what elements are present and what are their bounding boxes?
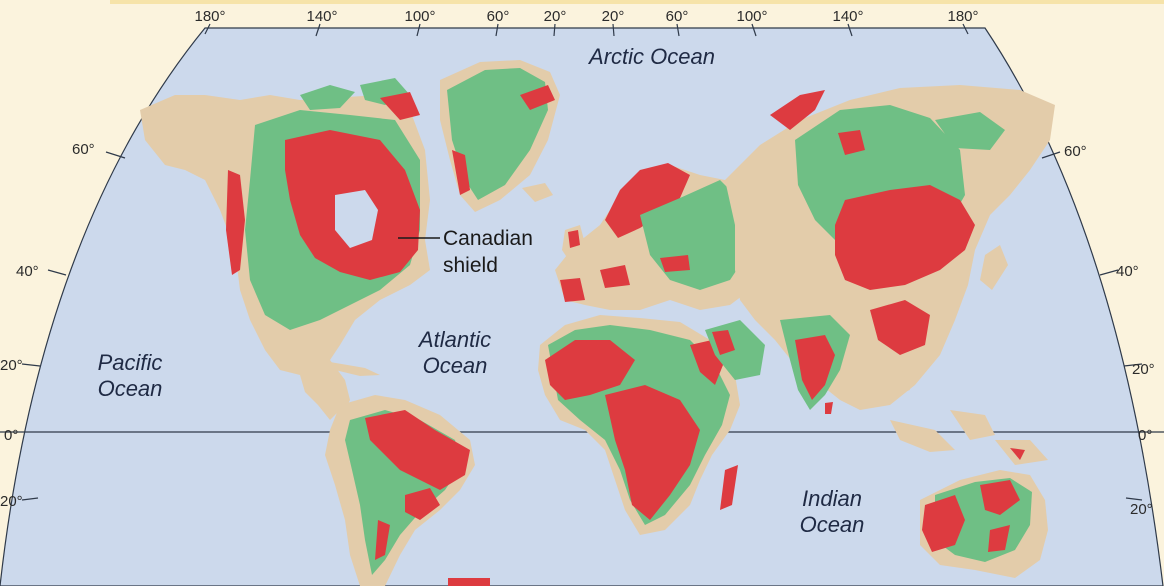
asia-red — [835, 130, 975, 290]
top-band — [110, 0, 1164, 4]
tick-left-m20 — [21, 497, 39, 501]
atlantic-ocean-label-2: Ocean — [423, 353, 488, 378]
tick-left-20 — [21, 363, 41, 367]
greenland-platform — [447, 68, 548, 200]
siberia-red — [770, 90, 825, 130]
south-america-red — [365, 410, 470, 560]
iceland — [522, 183, 553, 202]
british-isles-red — [568, 230, 580, 248]
lon-label-6: 20° — [602, 8, 625, 25]
north-america — [140, 78, 430, 420]
scandinavia-red — [605, 163, 690, 238]
lat-right-60: 60° — [1064, 143, 1087, 160]
arctic-ocean-label: Arctic Ocean — [587, 44, 715, 69]
legend-swatch-red — [448, 578, 490, 586]
lat-right-40: 40° — [1116, 263, 1139, 280]
tick-top-9 — [847, 23, 853, 37]
australia-red — [922, 480, 1020, 552]
lon-label-2: 140° — [306, 8, 337, 25]
lat-left-0: 0° — [4, 427, 18, 444]
lat-left-40: 40° — [16, 263, 39, 280]
lon-label-10: 180° — [947, 8, 978, 25]
tick-top-4 — [495, 23, 499, 37]
tick-right-m20 — [1125, 497, 1143, 501]
south-america — [325, 395, 475, 586]
pacific-ocean-label-2: Ocean — [98, 376, 163, 401]
hudson-bay — [335, 190, 378, 248]
lon-label-3: 100° — [404, 8, 435, 25]
lon-label-5: 20° — [544, 8, 567, 25]
lon-label-7: 60° — [666, 8, 689, 25]
tick-top-3 — [416, 23, 421, 37]
lat-left-20: 20° — [0, 357, 23, 374]
central-america — [300, 375, 340, 420]
europe-red-spots — [560, 255, 690, 302]
tick-top-1 — [204, 23, 211, 35]
africa-red — [545, 340, 725, 520]
arctic-islands — [300, 78, 410, 110]
lat-right-0: 0° — [1138, 427, 1152, 444]
lon-label-9: 140° — [832, 8, 863, 25]
europe — [555, 163, 760, 310]
new-guinea-red — [1010, 448, 1025, 460]
africa — [538, 315, 740, 535]
australia — [920, 470, 1048, 578]
japan — [980, 245, 1008, 290]
tick-top-6 — [612, 23, 615, 37]
india-red — [795, 335, 835, 400]
tick-right-40 — [1099, 269, 1119, 276]
lat-right-m20: 20° — [1130, 501, 1153, 518]
asia — [705, 85, 1055, 465]
longitude-ticks — [204, 23, 969, 37]
southeast-asia-red — [870, 300, 930, 355]
lat-left-m20: 20° — [0, 493, 23, 510]
lon-label-4: 60° — [487, 8, 510, 25]
rockies-red — [226, 170, 245, 275]
tick-top-10 — [962, 23, 969, 35]
indian-ocean-label-1: Indian — [802, 486, 862, 511]
lat-right-20: 20° — [1132, 361, 1155, 378]
tick-left-40 — [47, 269, 67, 276]
sri-lanka — [825, 402, 833, 414]
madagascar — [720, 465, 738, 510]
tick-right-20 — [1123, 363, 1143, 367]
tick-left-60 — [105, 151, 126, 159]
indian-ocean-label-2: Ocean — [800, 512, 865, 537]
southeast-asia-land — [880, 360, 910, 395]
canadian-shield-label-2: shield — [443, 254, 498, 277]
indonesia — [890, 410, 995, 452]
greenland-red — [452, 85, 555, 195]
latitude-ticks — [21, 151, 1143, 501]
lat-left-60: 60° — [72, 141, 95, 158]
greenland — [440, 60, 560, 212]
canadian-shield-label-1: Canadian — [443, 227, 533, 250]
pacific-ocean-label-1: Pacific — [98, 350, 163, 375]
arctic-islands-red — [380, 92, 420, 120]
tick-top-2 — [315, 23, 321, 37]
tick-top-8 — [751, 23, 757, 37]
tick-right-60 — [1041, 151, 1061, 159]
tick-top-7 — [676, 23, 680, 37]
atlantic-ocean-label-1: Atlantic — [417, 327, 491, 352]
lon-label-1: 180° — [194, 8, 225, 25]
arabia-red — [712, 330, 735, 355]
tick-top-5 — [553, 23, 556, 37]
lon-label-8: 100° — [736, 8, 767, 25]
caribbean — [330, 362, 380, 376]
